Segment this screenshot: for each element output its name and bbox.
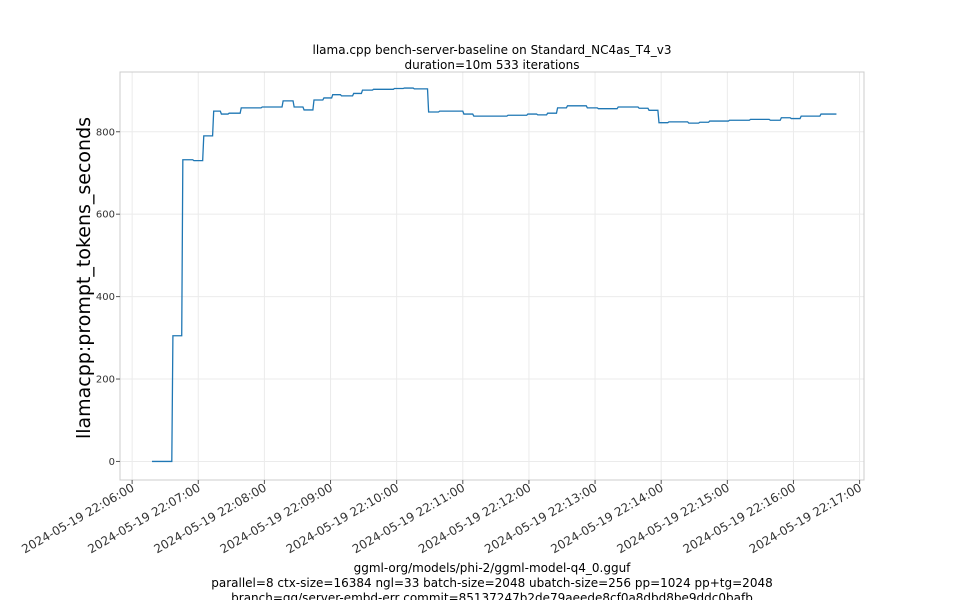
- y-tick-label: 600: [96, 210, 115, 221]
- chart-subtitle: duration=10m 533 iterations: [405, 58, 580, 72]
- series-line-0: [151, 87, 837, 463]
- x-tick-label: 2024-05-19 22:07:00: [85, 480, 202, 556]
- series-layer: [151, 87, 837, 463]
- x-tick-label: 2024-05-19 22:16:00: [681, 480, 798, 556]
- y-tick-label: 800: [96, 127, 115, 138]
- x-tick-label: 2024-05-19 22:14:00: [548, 480, 665, 556]
- grid-lines: [120, 72, 864, 480]
- x-tick-label: 2024-05-19 22:13:00: [482, 480, 599, 556]
- x-tick-label: 2024-05-19 22:12:00: [416, 480, 533, 556]
- footer-parameters: parallel=8 ctx-size=16384 ngl=33 batch-s…: [211, 576, 772, 590]
- plot-frame: [119, 71, 865, 481]
- y-tick-label: 0: [109, 457, 115, 468]
- x-tick-label: 2024-05-19 22:11:00: [350, 480, 467, 556]
- footer-branch-commit: branch=gg/server-embd-err commit=8513724…: [231, 591, 753, 600]
- y-axis-label: llamacpp:prompt_tokens_seconds: [73, 117, 95, 439]
- y-tick-label: 400: [96, 292, 115, 303]
- footer-model-path: ggml-org/models/phi-2/ggml-model-q4_0.gg…: [354, 561, 632, 575]
- x-tick-label: 2024-05-19 22:08:00: [152, 480, 269, 556]
- x-tick-label: 2024-05-19 22:10:00: [284, 480, 401, 556]
- x-tick-label: 2024-05-19 22:15:00: [614, 480, 731, 556]
- y-axis-ticks: 0 200 400 600 800: [96, 127, 120, 468]
- x-tick-label: 2024-05-19 22:17:00: [747, 480, 864, 556]
- x-tick-label: 2024-05-19 22:06:00: [19, 480, 136, 556]
- y-tick-label: 200: [96, 375, 115, 386]
- x-tick-label: 2024-05-19 22:09:00: [218, 480, 335, 556]
- chart-title: llama.cpp bench-server-baseline on Stand…: [313, 43, 672, 57]
